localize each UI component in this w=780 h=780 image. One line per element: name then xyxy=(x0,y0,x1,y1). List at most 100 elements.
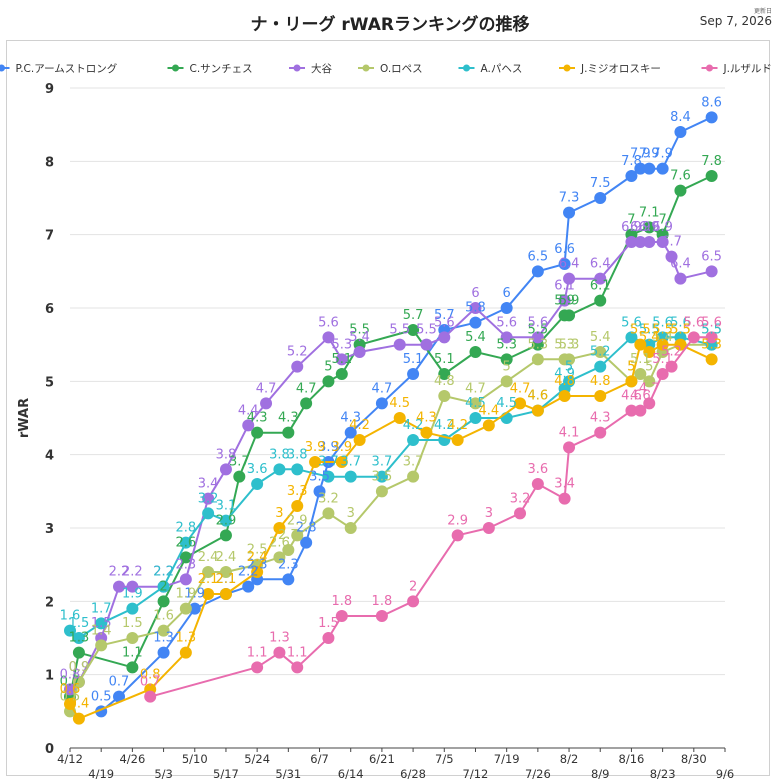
data-label: 5.4 xyxy=(652,330,673,345)
legend-item-label[interactable]: A.パヘス xyxy=(481,63,523,75)
legend-item-label[interactable]: J.ルザルド xyxy=(723,63,772,75)
data-point xyxy=(594,390,607,402)
data-label: 3.7 xyxy=(403,455,424,470)
data-point xyxy=(643,397,656,410)
data-point xyxy=(705,331,718,344)
data-label: 2.9 xyxy=(447,513,468,528)
data-label: 5.9 xyxy=(554,293,575,308)
legend-item-label[interactable]: O.ロペス xyxy=(380,63,423,75)
data-label: 5.5 xyxy=(389,323,410,338)
legend-swatch-marker[interactable] xyxy=(463,64,470,72)
data-label: 5.5 xyxy=(701,323,722,338)
data-label: 3.7 xyxy=(318,455,339,470)
data-point xyxy=(219,566,232,578)
data-point xyxy=(260,397,273,410)
data-label: 3.2 xyxy=(510,491,531,506)
data-point xyxy=(126,580,139,593)
data-label: 2.9 xyxy=(287,513,308,528)
data-point xyxy=(113,580,126,593)
data-point xyxy=(251,478,264,490)
data-point xyxy=(469,302,482,314)
data-label: 4.2 xyxy=(403,418,424,433)
data-label: 1.1 xyxy=(287,645,308,660)
legend-swatch-marker[interactable] xyxy=(293,64,301,72)
data-point xyxy=(157,624,170,637)
axes: 0 1 2 3 4 5 6 7 8 9 rWAR 4/12 4/19 4/26 5/3 5/10 5/17 5/2… xyxy=(17,82,734,780)
data-point xyxy=(126,661,139,674)
data-point xyxy=(353,434,366,446)
data-point xyxy=(594,294,607,307)
data-label: 5.5 xyxy=(630,323,651,338)
data-label: 0.7 xyxy=(60,675,81,690)
data-label: 1.4 xyxy=(91,623,112,638)
chart-frame xyxy=(6,40,770,776)
data-point xyxy=(300,397,313,410)
data-point xyxy=(500,302,513,314)
data-label: 7.6 xyxy=(670,169,691,184)
data-label: 5.4 xyxy=(590,330,611,345)
legend-swatch-marker[interactable] xyxy=(0,64,5,72)
data-label: 8.6 xyxy=(701,95,722,110)
data-label: 0.4 xyxy=(69,697,90,712)
data-label: 7.9 xyxy=(639,147,660,162)
data-label: 5.5 xyxy=(670,323,691,338)
data-label: 2.1 xyxy=(198,572,219,587)
data-label: 2.3 xyxy=(247,557,268,572)
updated-label: 更新日 xyxy=(753,8,772,15)
data-label: 2.7 xyxy=(278,528,299,543)
data-point xyxy=(179,573,192,586)
series-line xyxy=(100,116,713,713)
data-point xyxy=(344,522,357,534)
data-label: 5.6 xyxy=(652,315,673,330)
legend-swatch-marker[interactable] xyxy=(706,64,713,72)
data-point xyxy=(625,170,638,182)
data-label: 6 xyxy=(503,286,511,301)
legend[interactable]: P.C.アームストロング C.サンチェス 大谷 O.ロペス A.パヘス J.ミジオロスキー… xyxy=(0,62,772,75)
data-point xyxy=(469,412,482,424)
x-tick-label: 4/12 xyxy=(57,752,83,766)
data-label: 0.9 xyxy=(69,660,90,675)
legend-swatch-marker[interactable] xyxy=(362,64,370,72)
y-axis-title: rWAR xyxy=(17,398,32,438)
data-label: 5.5 xyxy=(349,323,370,338)
data-point xyxy=(643,346,656,358)
data-point xyxy=(219,463,232,476)
data-label: 4.7 xyxy=(296,381,317,396)
y-tick-label: 4 xyxy=(45,449,54,464)
legend-swatch-marker[interactable] xyxy=(172,64,179,72)
data-point xyxy=(420,426,433,439)
data-point xyxy=(674,272,687,285)
data-point xyxy=(291,529,304,542)
data-point xyxy=(375,610,388,622)
legend-item-label[interactable]: J.ミジオロスキー xyxy=(580,63,661,75)
data-point xyxy=(656,236,669,248)
data-label: 3.9 xyxy=(318,440,339,455)
data-label: 2.1 xyxy=(216,572,237,587)
data-point xyxy=(656,368,669,380)
data-point xyxy=(558,492,571,505)
data-label: 4.9 xyxy=(554,367,575,382)
data-label: 1.5 xyxy=(91,616,112,631)
x-tick-label: 5/31 xyxy=(275,767,301,780)
data-point xyxy=(674,126,687,138)
data-point xyxy=(300,536,313,549)
legend-swatch-marker[interactable] xyxy=(563,64,571,72)
data-point xyxy=(625,331,638,344)
data-point xyxy=(393,338,406,351)
data-label: 2.4 xyxy=(216,550,237,565)
legend-item-label[interactable]: C.サンチェス xyxy=(190,63,253,75)
data-point xyxy=(469,397,482,410)
legend-item-label[interactable]: P.C.アームストロング xyxy=(16,62,118,75)
data-label: 0.6 xyxy=(60,682,81,697)
data-label: 5.8 xyxy=(465,301,486,316)
data-point xyxy=(420,338,433,351)
data-point xyxy=(634,368,647,380)
data-point xyxy=(407,434,420,446)
data-point xyxy=(113,690,126,703)
data-label: 4.3 xyxy=(340,411,361,426)
data-point xyxy=(594,346,607,358)
legend-item-label[interactable]: 大谷 xyxy=(311,62,332,75)
data-point xyxy=(634,404,647,417)
data-label: 2.2 xyxy=(122,565,143,580)
data-point xyxy=(202,492,215,505)
